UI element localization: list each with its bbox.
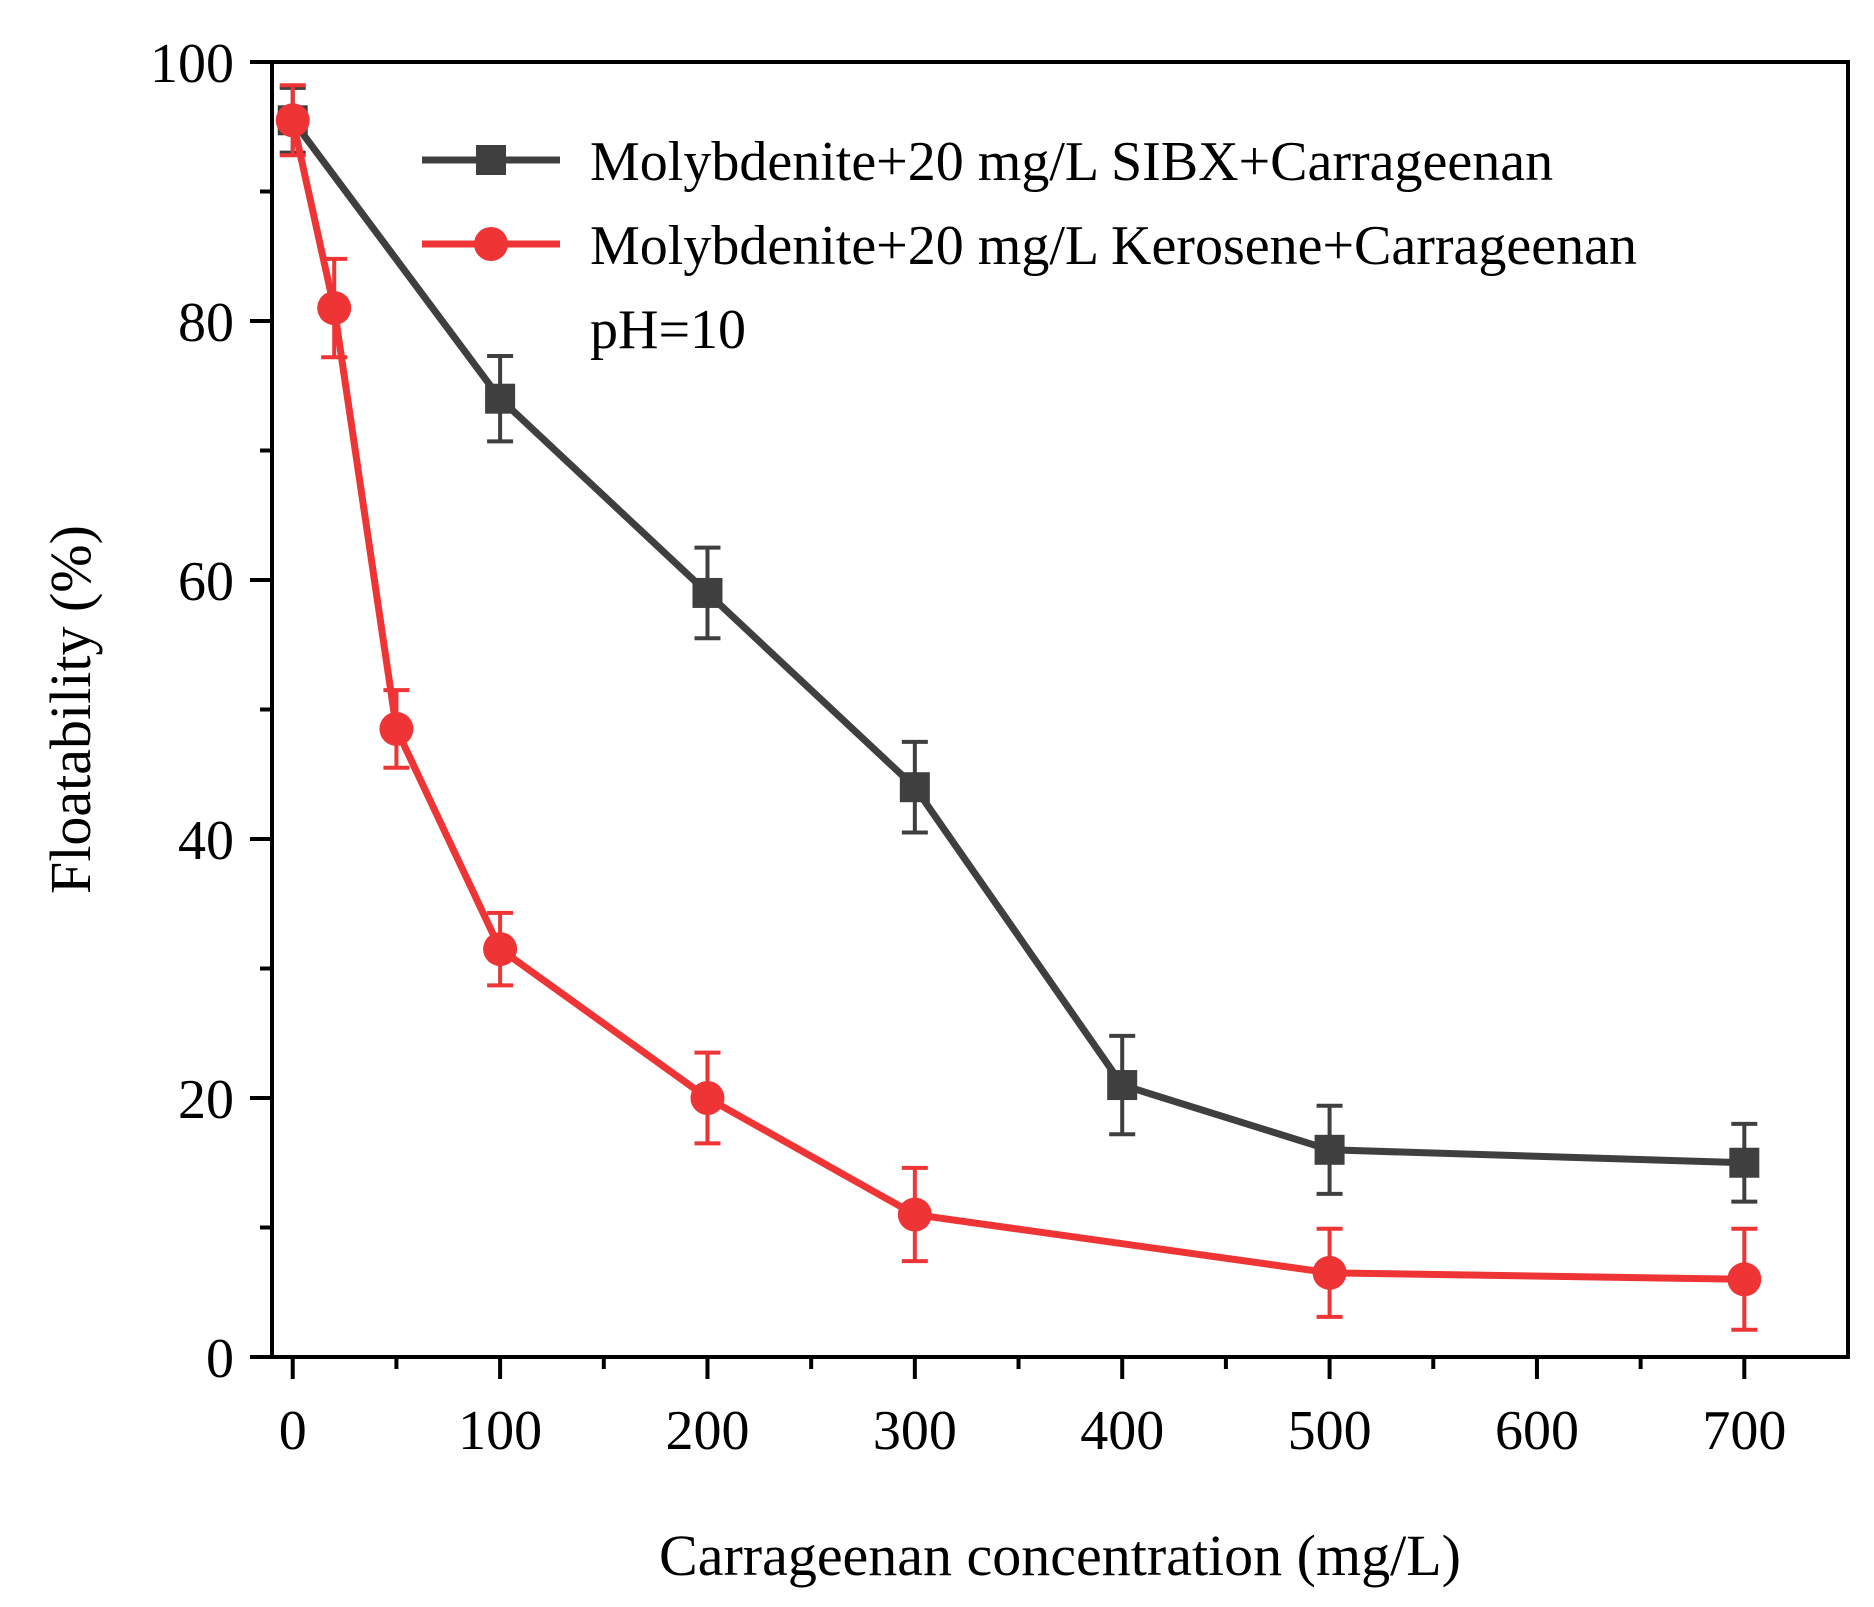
y-axis-title: Floatability (%)	[38, 525, 103, 894]
data-point	[1727, 1262, 1762, 1297]
x-tick-label: 0	[279, 1400, 307, 1462]
legend-label: Molybdenite+20 mg/L SIBX+Carrageenan	[590, 131, 1553, 193]
axes: 0 100 200 300 400 500 600 700 0 20 40 60 80 100	[150, 33, 1786, 1462]
data-point	[1314, 1134, 1345, 1165]
x-tick-label: 300	[873, 1400, 957, 1462]
y-tick-label: 0	[206, 1328, 234, 1390]
legend-item: Molybdenite+20 mg/L SIBX+Carrageenan	[422, 131, 1553, 193]
data-point	[1107, 1070, 1138, 1101]
x-axis-title: Carrageenan concentration (mg/L)	[659, 1523, 1461, 1588]
data-point	[899, 772, 930, 803]
data-point	[483, 932, 518, 967]
y-tick-label: 60	[178, 551, 234, 613]
data-point	[897, 1197, 932, 1232]
legend: Molybdenite+20 mg/L SIBX+Carrageenan Moly…	[422, 131, 1637, 277]
series-line	[289, 119, 1745, 1283]
data-point	[1729, 1147, 1760, 1178]
y-tick-label: 40	[178, 810, 234, 872]
data-point	[379, 711, 414, 746]
ph-annotation: pH=10	[590, 299, 746, 361]
y-tick-label: 80	[178, 292, 234, 354]
data-point	[275, 103, 310, 138]
x-tick-label: 200	[665, 1400, 749, 1462]
x-tick-label: 400	[1080, 1400, 1164, 1462]
y-tick-label: 20	[178, 1069, 234, 1131]
data-point	[1312, 1255, 1347, 1290]
plot-area	[275, 83, 1762, 1332]
x-tick-label: 100	[458, 1400, 542, 1462]
y-tick-label: 100	[150, 33, 234, 95]
data-point	[690, 1081, 725, 1115]
series-2	[275, 83, 1762, 1332]
x-tick-label: 700	[1702, 1400, 1786, 1462]
legend-label: Molybdenite+20 mg/L Kerosene+Carrageenan	[590, 215, 1637, 277]
data-point	[692, 577, 723, 608]
x-tick-label: 600	[1495, 1400, 1579, 1462]
legend-marker	[474, 227, 508, 261]
legend-marker	[476, 145, 506, 175]
x-tick-label: 500	[1288, 1400, 1372, 1462]
data-point	[317, 291, 352, 326]
data-point	[485, 383, 516, 414]
legend-item: Molybdenite+20 mg/L Kerosene+Carrageenan	[422, 215, 1637, 277]
